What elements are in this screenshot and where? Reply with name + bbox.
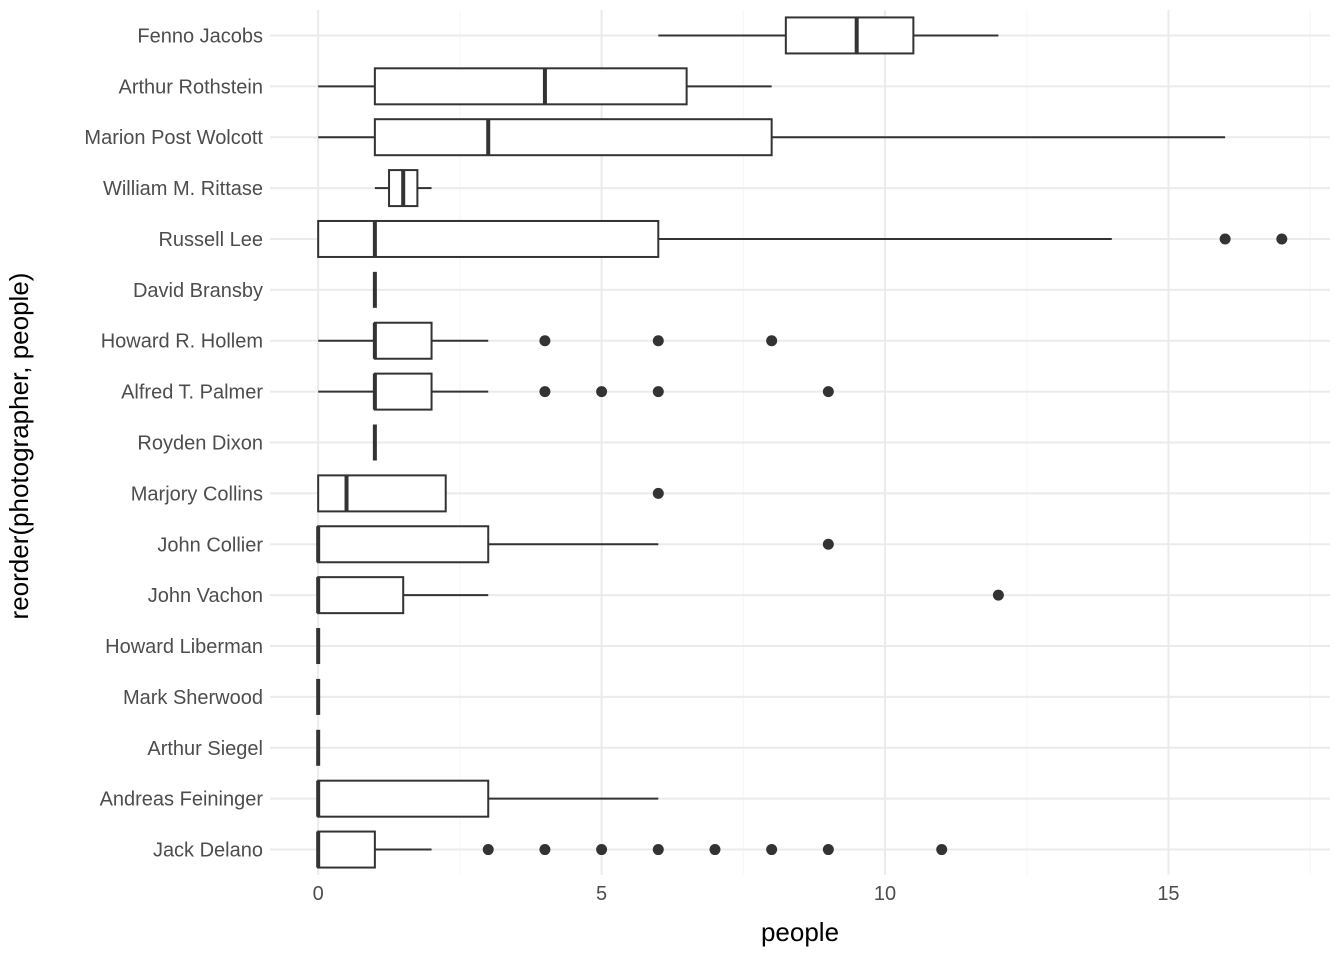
y-tick-label: Andreas Feininger xyxy=(100,789,264,811)
box-marion-post-wolcott xyxy=(318,118,1226,157)
box-iqr xyxy=(317,830,376,869)
outlier-point xyxy=(822,844,834,856)
x-tick-label: 10 xyxy=(874,883,896,905)
y-tick-label: Howard Liberman xyxy=(105,636,263,658)
x-tick-label: 0 xyxy=(313,883,324,905)
y-tick-label: Arthur Siegel xyxy=(147,738,263,760)
box-iqr xyxy=(317,219,660,258)
y-tick-label: Fenno Jacobs xyxy=(137,25,263,47)
box-andreas-feininger xyxy=(316,779,659,818)
outlier-point xyxy=(1219,233,1231,245)
box-john-collier xyxy=(316,525,834,564)
outlier-point xyxy=(766,844,778,856)
box-iqr xyxy=(373,321,433,360)
box-jack-delano xyxy=(316,830,948,869)
box-iqr xyxy=(317,474,447,513)
outlier-point xyxy=(539,386,551,398)
y-tick-label: John Collier xyxy=(157,534,263,556)
outlier-point xyxy=(539,844,551,856)
box-iqr xyxy=(317,779,490,818)
box-iqr xyxy=(784,16,915,55)
y-tick-label: Arthur Rothstein xyxy=(118,76,263,98)
outlier-point xyxy=(652,386,664,398)
box-arthur-rothstein xyxy=(318,67,772,106)
y-tick-label: John Vachon xyxy=(148,585,263,607)
y-tick-label: Mark Sherwood xyxy=(123,687,263,709)
outlier-point xyxy=(936,844,948,856)
boxes xyxy=(316,16,1288,869)
box-russell-lee xyxy=(317,219,1288,258)
y-tick-label: Royden Dixon xyxy=(137,433,263,455)
outlier-point xyxy=(596,844,608,856)
outlier-point xyxy=(652,335,664,347)
box-iqr xyxy=(373,118,773,157)
box-iqr xyxy=(373,372,433,411)
y-tick-label: David Bransby xyxy=(133,280,263,302)
box-marjory-collins xyxy=(317,474,664,513)
outlier-point xyxy=(992,589,1004,601)
box-fenno-jacobs xyxy=(658,16,999,55)
outlier-point xyxy=(539,335,551,347)
box-iqr xyxy=(317,576,405,615)
outlier-point xyxy=(766,335,778,347)
y-tick-label: Jack Delano xyxy=(153,840,263,862)
outlier-point xyxy=(482,844,494,856)
outlier-point xyxy=(709,844,721,856)
y-tick-label: Howard R. Hollem xyxy=(101,331,263,353)
box-iqr xyxy=(373,67,688,106)
box-william-m-rittase xyxy=(374,169,432,208)
box-howard-r-hollem xyxy=(318,321,778,360)
box-iqr xyxy=(317,525,490,564)
outlier-point xyxy=(1276,233,1288,245)
y-tick-label: William M. Rittase xyxy=(103,178,263,200)
y-axis-title: reorder(photographer, people) xyxy=(4,273,34,620)
x-tick-labels: 0 5 10 15 xyxy=(313,883,1180,905)
y-tick-label: Alfred T. Palmer xyxy=(121,382,263,404)
outlier-point xyxy=(822,538,834,550)
y-tick-label: Russell Lee xyxy=(158,229,263,251)
x-tick-label: 15 xyxy=(1157,883,1179,905)
outlier-point xyxy=(596,386,608,398)
outlier-point xyxy=(652,844,664,856)
outlier-point xyxy=(822,386,834,398)
x-tick-label: 5 xyxy=(596,883,607,905)
box-alfred-t-palmer xyxy=(318,372,834,411)
y-tick-label: Marjory Collins xyxy=(131,483,263,505)
y-tick-label: Marion Post Wolcott xyxy=(84,127,263,149)
outlier-point xyxy=(652,487,664,499)
box-john-vachon xyxy=(316,576,1004,615)
y-tick-labels: Fenno Jacobs Arthur Rothstein Marion Post … xyxy=(84,25,263,861)
x-axis-title: people xyxy=(761,917,839,947)
